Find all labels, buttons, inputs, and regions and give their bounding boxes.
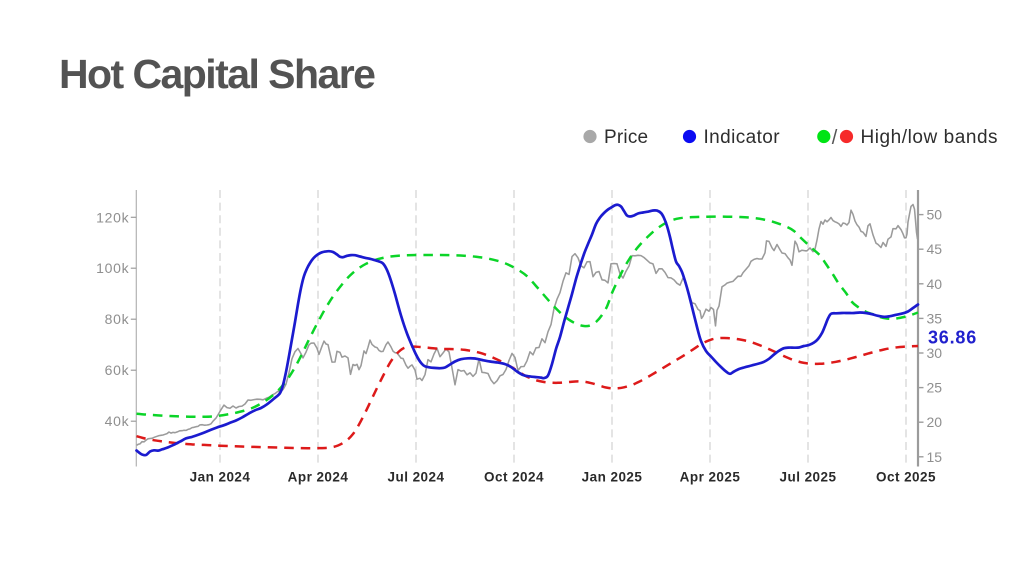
svg-text:100k: 100k — [96, 260, 129, 276]
svg-text:30: 30 — [927, 345, 943, 361]
svg-text:40k: 40k — [105, 413, 130, 429]
svg-text:20: 20 — [927, 414, 943, 430]
svg-text:Apr 2025: Apr 2025 — [680, 470, 741, 485]
svg-text:Indicator: Indicator — [704, 127, 781, 148]
svg-text:Jan 2024: Jan 2024 — [190, 470, 251, 485]
svg-text:High/low bands: High/low bands — [861, 127, 999, 148]
svg-text:40: 40 — [927, 276, 943, 292]
svg-text:Oct 2024: Oct 2024 — [484, 470, 544, 485]
svg-text:120k: 120k — [96, 209, 129, 225]
svg-text:50: 50 — [927, 207, 943, 223]
svg-text:60k: 60k — [105, 362, 130, 378]
svg-text:15: 15 — [927, 449, 943, 465]
svg-text:36.86: 36.86 — [928, 327, 977, 347]
svg-text:Oct 2025: Oct 2025 — [876, 470, 936, 485]
svg-text:Apr 2024: Apr 2024 — [288, 470, 349, 485]
svg-text:/: / — [832, 127, 838, 149]
svg-text:45: 45 — [927, 241, 943, 257]
svg-text:Jul 2024: Jul 2024 — [388, 470, 445, 485]
svg-text:Price: Price — [604, 127, 648, 148]
svg-text:Jul 2025: Jul 2025 — [780, 470, 837, 485]
svg-text:35: 35 — [927, 310, 943, 326]
svg-text:80k: 80k — [105, 311, 130, 327]
svg-text:25: 25 — [927, 380, 943, 396]
svg-text:Jan 2025: Jan 2025 — [582, 470, 643, 485]
svg-text:Hot Capital Share: Hot Capital Share — [59, 51, 375, 97]
